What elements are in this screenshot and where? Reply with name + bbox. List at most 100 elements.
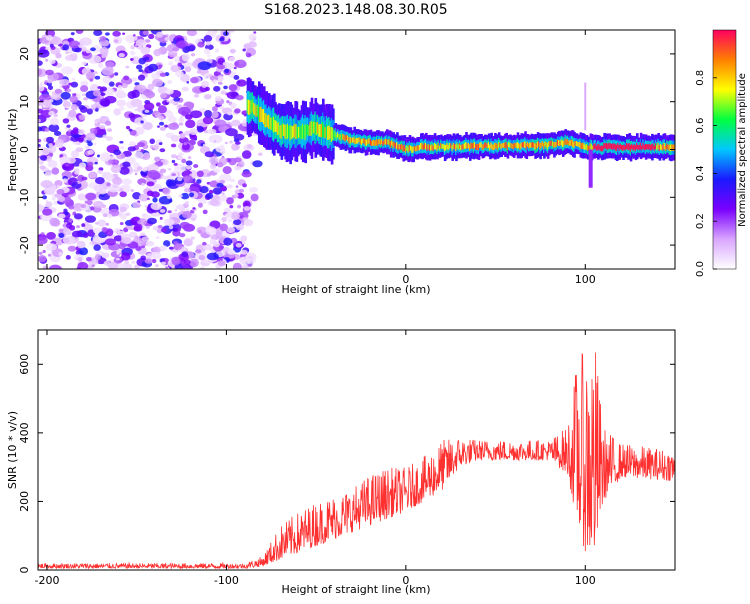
spectrogram-noise-cell [184, 114, 193, 120]
spectrogram-noise-cell [170, 64, 181, 73]
spectrogram-noise-cell [49, 59, 56, 64]
spectrogram-noise-cell [183, 142, 187, 146]
spectrogram-noise-cell [137, 166, 143, 171]
spectrogram-noise-cell [167, 122, 180, 130]
spectrogram-noise-cell [204, 110, 213, 118]
spectrogram-noise-cell [57, 195, 66, 202]
spectrogram-noise-cell [94, 176, 105, 185]
colorbar-tick-label: 0.2 [695, 213, 706, 229]
spectrogram-noise-cell [40, 147, 50, 156]
spectrogram-noise-cell [69, 95, 79, 103]
spectrogram-noise-cell [125, 125, 131, 130]
spectrogram-noise-cell [45, 243, 58, 251]
spectrogram-noise-cell [230, 105, 236, 109]
spectrogram-noise-cell [55, 52, 62, 59]
spectrogram-noise-cell [80, 85, 89, 93]
spectrogram-noise-cell [78, 44, 84, 49]
spectrogram-noise-cell [105, 61, 115, 69]
spectrogram-noise-cell [65, 51, 69, 55]
spectrogram-noise-cell [248, 41, 257, 48]
spectrogram-noise-cell [78, 114, 86, 121]
spectrogram-noise-cell [250, 193, 259, 202]
spectrogram-noise-cell [105, 32, 110, 36]
spectrogram-noise-cell [63, 208, 68, 213]
spectrogram-noise-cell [153, 48, 162, 57]
spectrogram-noise-cell [193, 164, 199, 168]
spectrogram-noise-cell [86, 108, 93, 115]
spectrogram-noise-cell [118, 242, 126, 250]
spectrogram-noise-cell [101, 226, 108, 232]
spectrogram-noise-cell [239, 249, 248, 255]
spectrogram-noise-cell [102, 75, 111, 84]
spectrogram-noise-cell [233, 133, 245, 141]
spectrogram-noise-cell [60, 91, 71, 100]
spectrogram-noise-cell [93, 30, 103, 36]
spectrogram-noise-cell [94, 161, 98, 165]
spectrogram-noise-cell [229, 205, 234, 209]
spectrogram-noise-cell [104, 238, 116, 246]
spectrogram-noise-cell [119, 166, 130, 175]
spectrogram-noise-cell [141, 153, 151, 161]
spectrogram-noise-cell [38, 118, 41, 123]
spectrogram-noise-cell [81, 176, 88, 181]
spectrogram-noise-cell [227, 111, 233, 116]
spectrogram-noise-cell [81, 61, 87, 66]
spectrogram-noise-cell [189, 128, 198, 135]
spectrogram-noise-cell [248, 33, 257, 42]
spectrogram-noise-cell [48, 145, 57, 154]
spectrogram-noise-cell [196, 170, 204, 178]
spectrogram-noise-cell [70, 81, 79, 88]
spectrogram-noise-cell [222, 31, 229, 36]
snr-y-tick-label: 0 [18, 567, 31, 574]
spectrogram-noise-cell [142, 30, 149, 36]
spectrogram-noise-cell [89, 128, 95, 132]
spectrogram-noise-cell [218, 37, 225, 42]
spectrogram-noise-cell [241, 241, 246, 245]
spectrogram-noise-cell [131, 77, 138, 82]
spectrogram-noise-cell [123, 75, 130, 81]
spectrogram-noise-cell [214, 119, 227, 127]
spectrogram-noise-cell [226, 227, 236, 234]
spectrogram-noise-cell [198, 254, 206, 261]
spectrogram-noise-cell [181, 86, 189, 92]
spectrogram-noise-cell [205, 226, 217, 235]
colorbar-tick-label: 0.6 [695, 118, 706, 134]
spectrogram-noise-cell [177, 155, 184, 160]
spectrogram-noise-cell [112, 30, 121, 37]
spectrogram-noise-cell [223, 85, 228, 90]
spectrogram-noise-cell [70, 129, 79, 135]
snr-series-line [38, 352, 675, 570]
spectrogram-noise-cell [119, 140, 124, 144]
spectrogram-y-tick-label: -10 [18, 188, 31, 206]
spectrogram-noise-cell [38, 251, 43, 255]
spectrogram-noise-cell [113, 149, 121, 156]
spectrogram-noise-cell [68, 82, 73, 86]
spectrogram-noise-cell [86, 161, 94, 167]
spectrogram-noise-cell [224, 141, 228, 145]
spectrogram-noise-cell [64, 163, 70, 167]
spectrogram-noise-cell [58, 232, 65, 239]
spectrogram-noise-cell [215, 145, 226, 153]
spectrogram-noise-cell [243, 206, 251, 211]
spectrogram-noise-cell [67, 245, 77, 252]
spectrogram-noise-cell [146, 190, 154, 197]
spectrogram-noise-cell [214, 95, 222, 102]
spectrogram-noise-cell [242, 183, 247, 188]
spectrogram-noise-cell [159, 72, 167, 77]
spectrogram-x-ticks: -200 -100 0 100 [34, 30, 596, 286]
spectrogram-noise-cell [160, 261, 166, 266]
spectrogram-noise-cell [144, 205, 148, 208]
spectrogram-noise-cell [140, 245, 146, 249]
spectrogram-noise-cell [155, 102, 161, 107]
spectrogram-noise-cell [102, 134, 107, 139]
spectrogram-noise-cell [140, 120, 144, 124]
spectrogram-noise-cell [146, 181, 155, 187]
spectrogram-noise-cell [159, 148, 166, 153]
spectrogram-noise-cell [55, 50, 60, 54]
spectrogram-noise-cell [48, 123, 60, 133]
spectrogram-noise-cell [62, 178, 68, 183]
spectrogram-noise-cell [65, 105, 69, 109]
spectrogram-noise-cell [209, 75, 219, 81]
spectrogram-noise-cell [73, 213, 83, 220]
